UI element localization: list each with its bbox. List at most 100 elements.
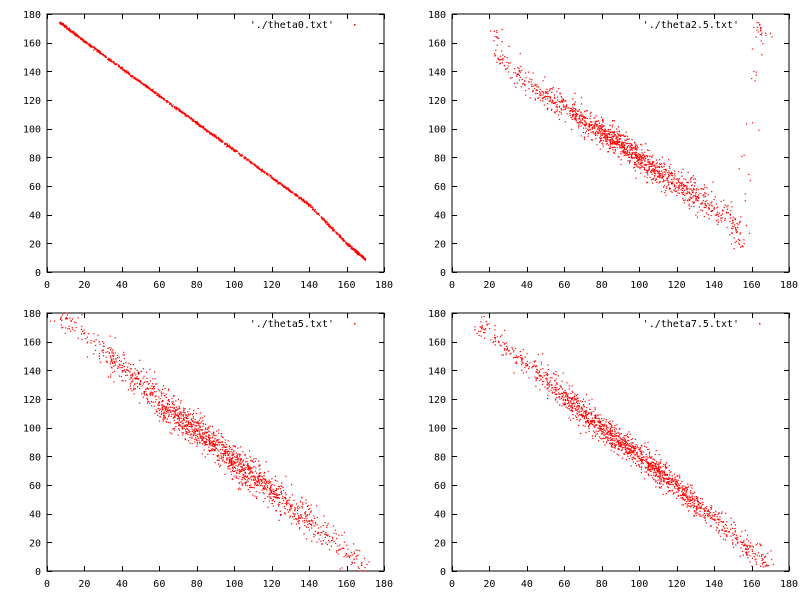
data-point bbox=[507, 67, 509, 69]
data-point bbox=[516, 73, 519, 75]
data-point bbox=[296, 519, 298, 521]
data-point bbox=[639, 156, 641, 158]
data-point bbox=[278, 501, 281, 504]
data-point bbox=[615, 143, 617, 145]
data-point bbox=[334, 529, 336, 531]
data-point bbox=[558, 111, 560, 113]
data-point bbox=[537, 97, 539, 99]
data-point bbox=[158, 412, 160, 414]
data-point bbox=[368, 561, 370, 563]
data-point bbox=[72, 328, 74, 330]
data-point bbox=[73, 33, 76, 35]
data-point bbox=[595, 115, 597, 117]
data-point bbox=[648, 167, 650, 169]
data-point bbox=[232, 148, 234, 150]
data-point bbox=[284, 502, 286, 504]
x-tick-label: 120 bbox=[263, 579, 281, 590]
data-point bbox=[705, 205, 708, 207]
data-point bbox=[697, 200, 699, 202]
data-point bbox=[272, 505, 275, 507]
data-point bbox=[519, 76, 521, 78]
data-point bbox=[265, 461, 267, 463]
data-point bbox=[242, 154, 244, 156]
data-point bbox=[712, 515, 714, 517]
data-point bbox=[198, 433, 200, 436]
data-point bbox=[334, 231, 337, 233]
data-point bbox=[737, 239, 740, 241]
data-point bbox=[249, 491, 251, 493]
data-point bbox=[99, 343, 101, 345]
data-point bbox=[228, 460, 231, 462]
data-point bbox=[590, 124, 593, 126]
data-point bbox=[218, 137, 220, 139]
data-point bbox=[242, 451, 244, 453]
data-point bbox=[349, 244, 351, 246]
data-point bbox=[170, 406, 172, 408]
data-point bbox=[213, 450, 215, 452]
data-point bbox=[225, 146, 228, 148]
data-point bbox=[734, 217, 736, 219]
data-point bbox=[202, 423, 205, 425]
data-point bbox=[674, 188, 677, 190]
data-point bbox=[279, 183, 282, 185]
data-point bbox=[214, 438, 216, 440]
data-point bbox=[690, 499, 692, 501]
data-point bbox=[328, 224, 331, 226]
data-point bbox=[300, 514, 303, 516]
data-point bbox=[747, 549, 749, 551]
data-point bbox=[252, 486, 254, 489]
data-point bbox=[286, 187, 288, 189]
data-point bbox=[129, 363, 132, 366]
data-point bbox=[151, 90, 154, 93]
data-point bbox=[503, 64, 506, 67]
data-point bbox=[636, 154, 638, 156]
data-point bbox=[88, 333, 90, 335]
data-point bbox=[179, 402, 182, 404]
data-point bbox=[218, 138, 220, 140]
data-point bbox=[636, 145, 638, 147]
data-point bbox=[257, 475, 259, 477]
data-point bbox=[343, 556, 345, 558]
data-point bbox=[551, 88, 554, 90]
data-point bbox=[622, 145, 624, 147]
x-tick-label: 40 bbox=[116, 579, 128, 590]
data-point bbox=[663, 165, 665, 168]
data-point bbox=[108, 352, 111, 354]
data-point bbox=[578, 118, 580, 120]
data-point bbox=[739, 233, 741, 235]
data-point bbox=[204, 444, 206, 447]
data-point bbox=[271, 177, 273, 179]
data-point bbox=[233, 456, 236, 458]
data-point bbox=[546, 92, 548, 94]
data-point bbox=[322, 540, 324, 542]
data-point bbox=[651, 163, 653, 166]
data-point bbox=[240, 462, 242, 465]
data-point bbox=[578, 125, 580, 127]
data-point bbox=[263, 500, 265, 503]
data-point bbox=[228, 145, 230, 148]
data-point bbox=[661, 175, 663, 177]
data-point bbox=[147, 401, 150, 403]
data-point bbox=[585, 123, 587, 125]
data-point bbox=[267, 506, 269, 508]
data-point bbox=[204, 456, 206, 458]
data-point bbox=[60, 316, 62, 318]
data-point bbox=[706, 200, 708, 202]
data-point bbox=[84, 337, 87, 340]
data-point bbox=[174, 417, 176, 419]
data-point bbox=[528, 71, 530, 73]
data-point bbox=[162, 392, 164, 394]
data-point bbox=[317, 531, 320, 533]
data-point bbox=[230, 461, 233, 463]
data-point bbox=[662, 176, 664, 178]
data-point bbox=[200, 435, 202, 437]
data-point bbox=[274, 179, 277, 181]
data-point bbox=[163, 98, 165, 100]
data-point bbox=[133, 77, 136, 79]
data-point bbox=[652, 178, 654, 180]
data-point bbox=[613, 132, 615, 134]
data-point bbox=[597, 125, 599, 127]
data-point bbox=[179, 411, 181, 413]
data-point bbox=[576, 121, 578, 124]
data-point bbox=[648, 169, 650, 172]
